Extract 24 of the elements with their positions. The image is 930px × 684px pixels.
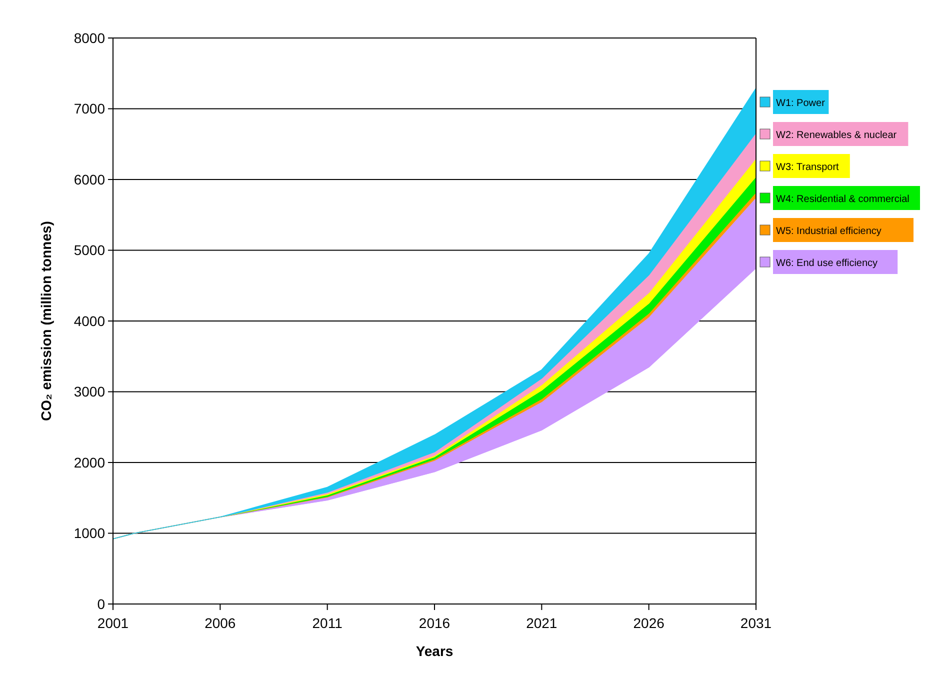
y-tick-label: 4000 [74,312,106,329]
x-tick-label: 2016 [418,615,450,631]
legend-label: W6: End use efficiency [776,258,878,269]
legend-label: W2: Renewables & nuclear [776,130,898,141]
y-tick-label: 3000 [74,384,106,400]
y-tick-label: 2000 [74,454,106,470]
x-tick-label: 2011 [312,615,343,631]
legend-label: W1: Power [776,98,826,109]
legend-label: W5: Industrial efficiency [776,226,882,237]
y-tick-label: 8000 [74,30,106,46]
x-tick-label: 2001 [97,615,129,631]
y-tick-label: 1000 [74,525,106,542]
y-tick-label: 6000 [74,171,106,188]
x-tick-label: 2026 [633,615,665,631]
y-tick-label: 7000 [74,100,106,117]
legend-label: W4: Residential & commercial [776,194,910,205]
x-tick-label: 2006 [204,615,236,631]
x-tick-label: 2031 [740,615,772,631]
y-tick-label: 0 [97,596,106,612]
y-tick-label: 5000 [74,242,106,258]
legend-label: W3: Transport [776,162,840,173]
x-axis-title: Years [416,643,454,659]
y-axis-title: CO₂ emission (million tonnes) [38,221,54,421]
x-tick-label: 2021 [526,615,558,631]
